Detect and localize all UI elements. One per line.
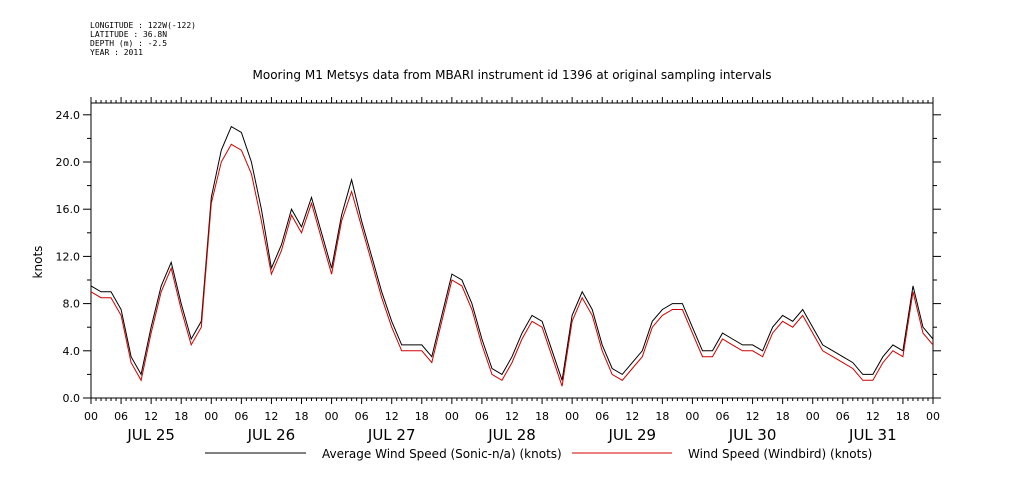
x-tick-label: 18: [896, 410, 910, 423]
axis-ticks: [83, 97, 941, 404]
y-tick-label: 0.0: [63, 392, 81, 405]
x-tick-label: 00: [565, 410, 579, 423]
series-sonic-line: [90, 125, 934, 381]
meta-year: YEAR : 2011: [90, 48, 143, 57]
plot-frame: [90, 102, 934, 399]
day-label: JUL 25: [126, 426, 175, 444]
x-tick-label: 00: [445, 410, 459, 423]
x-tick-label: 00: [806, 410, 820, 423]
x-tick-label: 00: [84, 410, 98, 423]
legend: Average Wind Speed (Sonic-n/a) (knots) Wi…: [205, 447, 872, 461]
day-labels: JUL 25 JUL 26 JUL 27 JUL 28 JUL 29 JUL 30 JUL …: [126, 426, 896, 444]
y-tick-labels: 0.0 4.0 8.0 12.0 16.0 20.0 24.0: [56, 109, 81, 405]
x-tick-label: 18: [655, 410, 669, 423]
meta-depth: DEPTH (m) : -2.5: [90, 39, 168, 48]
y-tick-label: 4.0: [63, 345, 81, 358]
day-label: JUL 27: [367, 426, 416, 444]
y-tick-label: 20.0: [56, 156, 81, 169]
legend-label: Average Wind Speed (Sonic-n/a) (knots): [322, 447, 562, 461]
x-tick-label: 06: [355, 410, 369, 423]
x-tick-label: 12: [385, 410, 399, 423]
x-tick-label: 06: [234, 410, 248, 423]
day-label: JUL 29: [607, 426, 656, 444]
x-tick-label: 12: [144, 410, 158, 423]
x-tick-label: 06: [114, 410, 128, 423]
day-label: JUL 30: [728, 426, 777, 444]
series-lines: [90, 125, 934, 387]
y-tick-label: 24.0: [56, 109, 81, 122]
x-tick-label: 00: [926, 410, 940, 423]
x-tick-label: 12: [746, 410, 760, 423]
y-tick-label: 12.0: [56, 250, 81, 263]
y-axis-label: knots: [31, 246, 45, 279]
day-label: JUL 26: [247, 426, 296, 444]
x-tick-label: 12: [866, 410, 880, 423]
day-label: JUL 31: [848, 426, 897, 444]
day-label: JUL 28: [487, 426, 536, 444]
x-tick-label: 00: [325, 410, 339, 423]
meta-longitude: LONGITUDE : 122W(-122): [90, 21, 196, 30]
chart-title: Mooring M1 Metsys data from MBARI instru…: [253, 68, 772, 82]
meta-latitude: LATITUDE : 36.8N: [90, 30, 168, 39]
x-tick-label: 06: [595, 410, 609, 423]
y-tick-label: 16.0: [56, 203, 81, 216]
x-tick-label: 12: [625, 410, 639, 423]
x-tick-label: 12: [264, 410, 278, 423]
x-tick-label: 18: [295, 410, 309, 423]
x-tick-label: 00: [204, 410, 218, 423]
x-tick-label: 18: [776, 410, 790, 423]
x-tick-label: 06: [475, 410, 489, 423]
y-tick-label: 8.0: [63, 298, 81, 311]
x-tick-labels: 00 06 12 18 00 06 12 18 00 06 12 18 00 06 12 18 00 06 12 18…: [84, 410, 940, 423]
series-windbird-line: [90, 143, 934, 387]
x-tick-label: 00: [685, 410, 699, 423]
x-tick-label: 06: [836, 410, 850, 423]
x-tick-label: 18: [415, 410, 429, 423]
legend-label: Wind Speed (Windbird) (knots): [688, 447, 872, 461]
mooring-metadata: LONGITUDE : 122W(-122) LATITUDE : 36.8N …: [90, 21, 196, 57]
x-tick-label: 18: [535, 410, 549, 423]
x-tick-label: 12: [505, 410, 519, 423]
x-tick-label: 06: [716, 410, 730, 423]
x-tick-label: 18: [174, 410, 188, 423]
